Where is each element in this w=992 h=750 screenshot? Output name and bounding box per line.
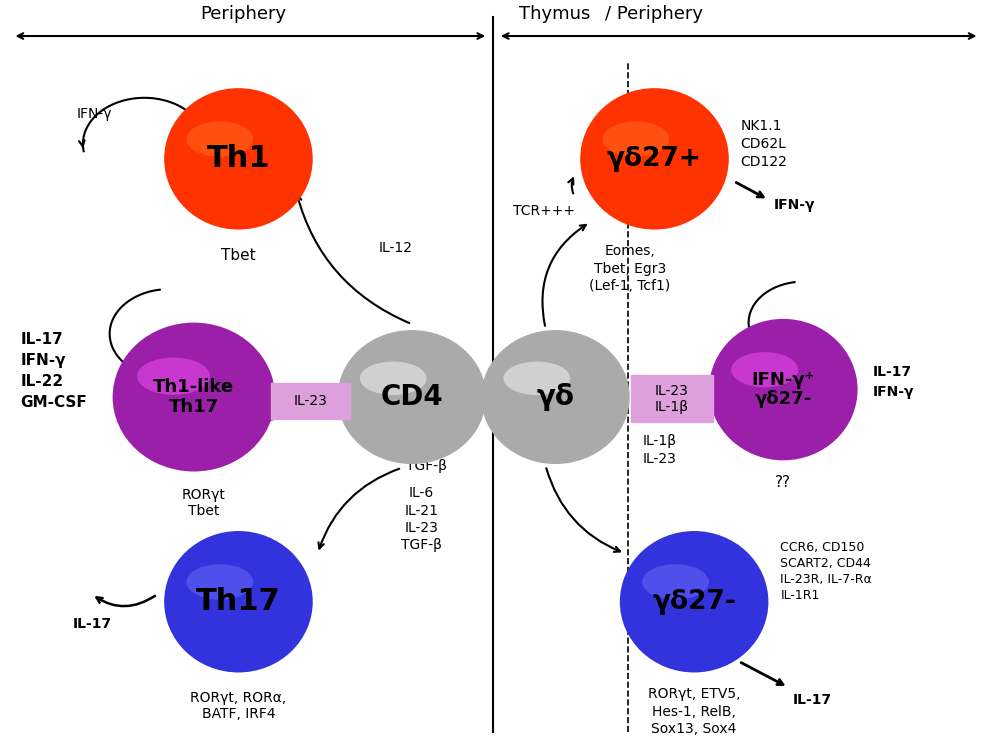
Ellipse shape: [360, 362, 427, 395]
Text: RORγt
Tbet: RORγt Tbet: [182, 488, 226, 518]
Ellipse shape: [602, 122, 670, 157]
Text: IL-1β
IL-23: IL-1β IL-23: [643, 434, 677, 466]
FancyBboxPatch shape: [631, 376, 713, 422]
Text: γδ: γδ: [537, 383, 574, 411]
Ellipse shape: [709, 319, 857, 460]
Text: ??: ??: [776, 476, 792, 490]
Ellipse shape: [481, 330, 630, 464]
Text: RORγt, RORα,
BATF, IRF4: RORγt, RORα, BATF, IRF4: [190, 691, 287, 722]
Ellipse shape: [580, 88, 729, 230]
Text: CD4: CD4: [380, 383, 443, 411]
Text: Thymus: Thymus: [519, 5, 590, 23]
Text: Th1-like
Th17: Th1-like Th17: [154, 378, 234, 416]
Text: TCR+++: TCR+++: [513, 204, 574, 218]
Text: Th1: Th1: [206, 144, 270, 173]
Text: Th17: Th17: [196, 587, 281, 616]
Ellipse shape: [186, 564, 253, 600]
Text: / Periphery: / Periphery: [605, 5, 703, 23]
Ellipse shape: [186, 122, 253, 157]
Text: IL-7
TGF-β: IL-7 TGF-β: [406, 442, 446, 473]
Text: γδ27-: γδ27-: [653, 589, 736, 615]
Ellipse shape: [503, 362, 570, 395]
Text: IL-23
IL-1β: IL-23 IL-1β: [655, 384, 688, 414]
FancyBboxPatch shape: [271, 383, 350, 418]
Text: CCR6, CD150
SCART2, CD44
IL-23R, IL-7-Rα
IL-1R1: CCR6, CD150 SCART2, CD44 IL-23R, IL-7-Rα…: [781, 542, 872, 602]
Ellipse shape: [620, 531, 769, 673]
Ellipse shape: [337, 330, 486, 464]
Text: IL-17: IL-17: [794, 692, 832, 706]
Text: RORγt, ETV5,
Hes-1, RelB,
Sox13, Sox4: RORγt, ETV5, Hes-1, RelB, Sox13, Sox4: [648, 687, 740, 736]
Text: IL-23: IL-23: [294, 394, 327, 408]
Text: γδ27+: γδ27+: [607, 146, 702, 172]
Text: IFN-γ⁺
γδ27-: IFN-γ⁺ γδ27-: [752, 371, 814, 408]
Text: IFN-γ: IFN-γ: [774, 198, 814, 212]
Text: IL-17
IFN-γ: IL-17 IFN-γ: [872, 365, 914, 399]
Text: IL-17: IL-17: [72, 616, 111, 631]
Ellipse shape: [642, 564, 709, 600]
Ellipse shape: [731, 352, 799, 388]
Ellipse shape: [164, 531, 312, 673]
Text: IFN-γ: IFN-γ: [77, 107, 112, 122]
Text: Eomes,
Tbet, Egr3
(Lef-1, Tcf1): Eomes, Tbet, Egr3 (Lef-1, Tcf1): [589, 244, 671, 293]
Text: NK1.1
CD62L
CD122: NK1.1 CD62L CD122: [741, 118, 788, 170]
Text: IL-6
IL-21
IL-23
TGF-β: IL-6 IL-21 IL-23 TGF-β: [402, 486, 442, 552]
Text: Tbet: Tbet: [221, 248, 256, 263]
Text: IL-12: IL-12: [379, 242, 413, 255]
Ellipse shape: [164, 88, 312, 230]
Text: Periphery: Periphery: [200, 5, 287, 23]
Ellipse shape: [137, 358, 210, 395]
Ellipse shape: [113, 322, 275, 472]
Text: IL-17
IFN-γ
IL-22
GM-CSF: IL-17 IFN-γ IL-22 GM-CSF: [21, 332, 87, 410]
